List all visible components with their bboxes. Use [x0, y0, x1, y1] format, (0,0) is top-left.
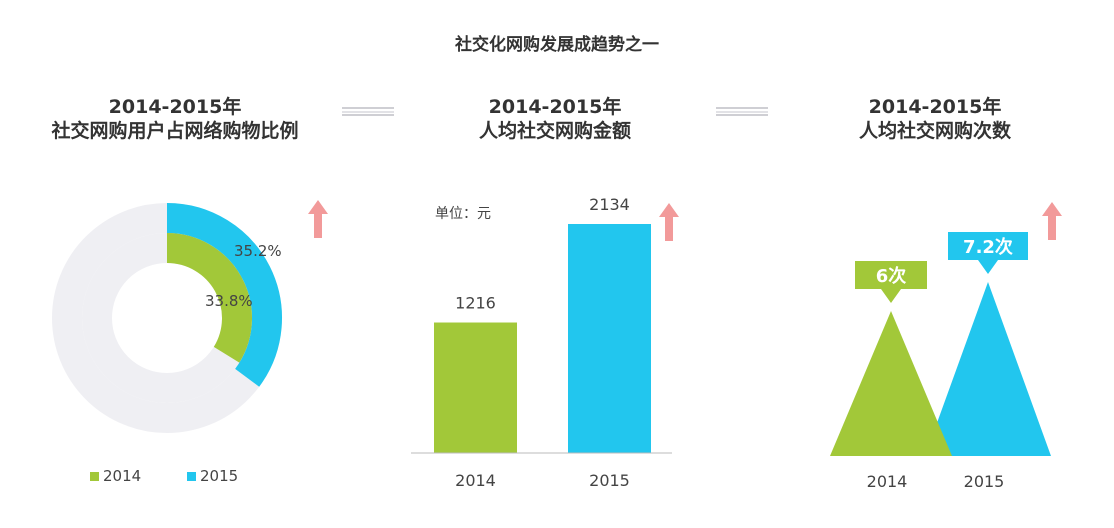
arrow-up-icon	[308, 200, 328, 238]
triangle-callout-2014	[855, 261, 927, 303]
triangle-value-label-2014: 6次	[876, 265, 907, 287]
donut-slice-2015	[166, 203, 282, 387]
legend-item-2014: 2014	[90, 467, 141, 485]
triangle-category-label-2015: 2015	[964, 472, 1005, 491]
legend-label-2015: 2015	[200, 467, 239, 485]
donut-chart-title: 2014-2015年 社交网购用户占网络购物比例	[25, 95, 325, 143]
bar-2015	[568, 224, 651, 453]
triangle-chart-title: 2014-2015年 人均社交网购次数	[785, 95, 1085, 143]
donut-label-2015: 35.2%	[234, 242, 282, 260]
bar-value-label-2015: 2134	[589, 195, 630, 214]
bar-title-line2: 人均社交网购金额	[478, 120, 631, 142]
triangle-category-label-2014: 2014	[867, 472, 908, 491]
triangle-2015	[925, 282, 1051, 456]
bar-category-label-2015: 2015	[589, 471, 630, 490]
separator-right	[716, 107, 768, 116]
bar-chart-unit: 单位：元	[435, 206, 491, 222]
triangle-2014	[830, 311, 952, 456]
donut-chart: 35.2% 33.8%	[52, 203, 282, 433]
page-title: 社交化网购发展成趋势之一	[455, 35, 659, 55]
bar-chart: 1216 2014 2134 2015	[434, 195, 651, 490]
triangle-chart: 6次 2014 7.2次 2015	[830, 232, 1051, 491]
triangle-title-line1: 2014-2015年	[868, 96, 1002, 118]
bar-title-line1: 2014-2015年	[488, 96, 622, 118]
bar-chart-title: 2014-2015年 人均社交网购金额	[405, 95, 705, 143]
legend-swatch-2014	[90, 471, 99, 481]
legend-swatch-2015	[187, 471, 196, 481]
legend-label-2014: 2014	[103, 467, 142, 485]
separator-left	[342, 107, 394, 116]
legend-item-2015: 2015	[187, 467, 238, 485]
triangle-callout-2015	[948, 232, 1028, 274]
donut-slice-2014	[166, 233, 252, 363]
donut-title-line2: 社交网购用户占网络购物比例	[51, 120, 299, 142]
triangle-title-line2: 人均社交网购次数	[858, 120, 1011, 142]
donut-title-line1: 2014-2015年	[108, 96, 242, 118]
donut-label-2014: 33.8%	[205, 292, 253, 310]
triangle-value-label-2015: 7.2次	[963, 236, 1013, 258]
arrow-up-icon	[1042, 202, 1062, 240]
arrow-up-icon	[659, 203, 679, 241]
bar-category-label-2014: 2014	[455, 471, 496, 490]
bar-2014	[434, 322, 517, 453]
bar-value-label-2014: 1216	[455, 294, 496, 313]
